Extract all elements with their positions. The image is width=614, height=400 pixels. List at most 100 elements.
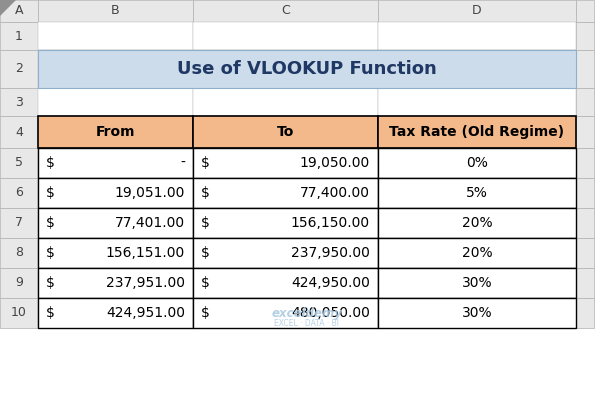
Text: $: $ xyxy=(46,156,55,170)
Bar xyxy=(38,148,193,178)
Text: 2: 2 xyxy=(15,62,23,76)
Text: $: $ xyxy=(46,246,55,260)
Bar xyxy=(193,148,378,178)
Bar xyxy=(193,88,378,116)
Bar xyxy=(0,178,38,208)
Text: 424,951.00: 424,951.00 xyxy=(106,306,185,320)
Text: 424,950.00: 424,950.00 xyxy=(291,276,370,290)
Bar xyxy=(0,238,38,268)
Text: 19,050.00: 19,050.00 xyxy=(300,156,370,170)
Bar xyxy=(193,178,378,208)
Bar xyxy=(38,178,193,208)
Bar xyxy=(576,268,594,298)
Bar xyxy=(0,50,38,88)
Text: 77,400.00: 77,400.00 xyxy=(300,186,370,200)
Bar xyxy=(38,50,576,88)
Text: To: To xyxy=(277,125,294,139)
Bar xyxy=(576,116,594,148)
Bar xyxy=(38,50,193,88)
Bar xyxy=(378,178,576,208)
Bar xyxy=(38,116,193,148)
Bar xyxy=(0,22,38,50)
Bar xyxy=(378,178,576,208)
Text: 5%: 5% xyxy=(466,186,488,200)
Bar xyxy=(378,22,576,50)
Bar xyxy=(193,268,378,298)
Text: $: $ xyxy=(46,276,55,290)
Text: 10: 10 xyxy=(11,306,27,320)
Bar xyxy=(576,208,594,238)
Polygon shape xyxy=(0,0,16,16)
Bar xyxy=(38,22,193,50)
Bar xyxy=(576,238,594,268)
Text: C: C xyxy=(281,4,290,18)
Bar xyxy=(193,116,378,148)
Text: 156,151.00: 156,151.00 xyxy=(106,246,185,260)
Bar xyxy=(38,208,193,238)
Text: 77,401.00: 77,401.00 xyxy=(115,216,185,230)
Bar xyxy=(378,298,576,328)
Bar xyxy=(193,148,378,178)
Bar xyxy=(193,268,378,298)
Bar xyxy=(378,88,576,116)
Bar xyxy=(378,50,576,88)
Text: 7: 7 xyxy=(15,216,23,230)
Text: B: B xyxy=(111,4,120,18)
Bar xyxy=(193,298,378,328)
Text: From: From xyxy=(96,125,135,139)
Bar xyxy=(0,268,38,298)
Bar xyxy=(576,148,594,178)
Text: 156,150.00: 156,150.00 xyxy=(291,216,370,230)
Bar xyxy=(0,208,38,238)
Bar xyxy=(193,178,378,208)
Bar xyxy=(378,148,576,178)
Bar xyxy=(38,88,193,116)
Text: 1: 1 xyxy=(15,30,23,42)
Bar xyxy=(378,208,576,238)
Text: A: A xyxy=(15,4,23,18)
Bar xyxy=(0,0,38,22)
Text: 6: 6 xyxy=(15,186,23,200)
Text: 237,951.00: 237,951.00 xyxy=(106,276,185,290)
Text: 480,050.00: 480,050.00 xyxy=(291,306,370,320)
Text: Use of VLOOKUP Function: Use of VLOOKUP Function xyxy=(177,60,437,78)
Text: 4: 4 xyxy=(15,126,23,138)
Bar xyxy=(38,268,193,298)
Text: EXCEL · DATA · BI: EXCEL · DATA · BI xyxy=(274,320,340,328)
Bar xyxy=(38,298,193,328)
Text: 8: 8 xyxy=(15,246,23,260)
Bar xyxy=(378,238,576,268)
Text: exceldemy: exceldemy xyxy=(271,308,343,320)
Bar xyxy=(378,208,576,238)
Bar xyxy=(378,148,576,178)
Bar xyxy=(378,268,576,298)
Text: D: D xyxy=(472,4,482,18)
Bar xyxy=(38,0,193,22)
Text: Tax Rate (Old Regime): Tax Rate (Old Regime) xyxy=(389,125,564,139)
Bar xyxy=(38,238,193,268)
Text: 20%: 20% xyxy=(462,246,492,260)
Bar xyxy=(576,22,594,50)
Bar xyxy=(576,50,594,88)
Bar xyxy=(193,50,378,88)
Text: $: $ xyxy=(201,246,210,260)
Bar xyxy=(0,116,38,148)
Text: 9: 9 xyxy=(15,276,23,290)
Text: $: $ xyxy=(46,306,55,320)
Bar xyxy=(378,0,576,22)
Bar xyxy=(576,298,594,328)
Text: $: $ xyxy=(201,276,210,290)
Bar xyxy=(576,178,594,208)
Bar xyxy=(38,298,193,328)
Bar xyxy=(576,88,594,116)
Text: $: $ xyxy=(201,186,210,200)
Bar xyxy=(0,88,38,116)
Text: 237,950.00: 237,950.00 xyxy=(291,246,370,260)
Bar xyxy=(378,116,576,148)
Bar xyxy=(193,298,378,328)
Text: 19,051.00: 19,051.00 xyxy=(115,186,185,200)
Bar xyxy=(193,0,378,22)
Text: $: $ xyxy=(201,306,210,320)
Bar xyxy=(38,178,193,208)
Text: $: $ xyxy=(201,216,210,230)
